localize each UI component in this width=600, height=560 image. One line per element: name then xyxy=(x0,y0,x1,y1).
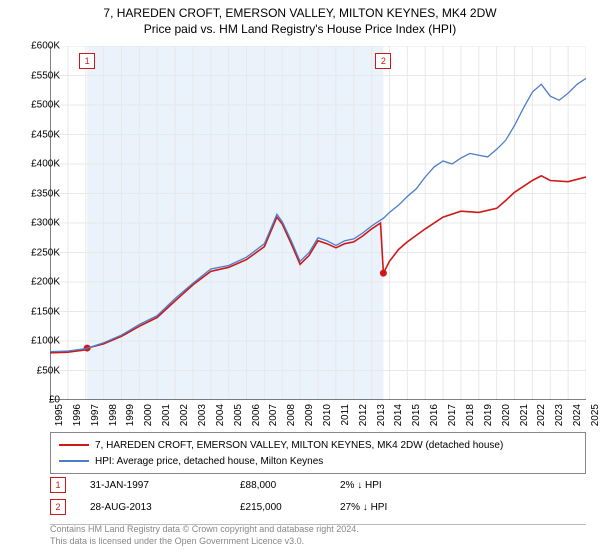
sale-date-1: 31-JAN-1997 xyxy=(90,480,240,491)
sales-block: 1 31-JAN-1997 £88,000 2% ↓ HPI 2 28-AUG-… xyxy=(50,474,586,525)
y-tick-label: £350K xyxy=(31,188,60,199)
x-tick-label: 2015 xyxy=(411,404,422,426)
x-tick-label: 2004 xyxy=(215,404,226,426)
x-tick-label: 2001 xyxy=(161,404,172,426)
sale-marker-2: 2 xyxy=(50,499,66,515)
x-tick-label: 2009 xyxy=(304,404,315,426)
footer: Contains HM Land Registry data © Crown c… xyxy=(50,524,359,547)
legend-box: 7, HAREDEN CROFT, EMERSON VALLEY, MILTON… xyxy=(50,432,586,474)
sale-row-2: 2 28-AUG-2013 £215,000 27% ↓ HPI xyxy=(50,496,586,518)
legend-swatch-property xyxy=(59,444,89,446)
y-tick-label: £300K xyxy=(31,218,60,229)
x-tick-label: 2012 xyxy=(358,404,369,426)
sale-marker-2-num: 2 xyxy=(55,502,60,512)
x-tick-label: 1995 xyxy=(54,404,65,426)
x-tick-label: 1997 xyxy=(90,404,101,426)
legend-label-hpi: HPI: Average price, detached house, Milt… xyxy=(95,456,323,467)
x-tick-label: 2013 xyxy=(376,404,387,426)
x-tick-label: 2014 xyxy=(393,404,404,426)
sale-hpi-1: 2% ↓ HPI xyxy=(340,480,460,491)
x-tick-label: 2008 xyxy=(286,404,297,426)
sale-row-1: 1 31-JAN-1997 £88,000 2% ↓ HPI xyxy=(50,474,586,496)
chart-title-sub: Price paid vs. HM Land Registry's House … xyxy=(0,22,600,36)
y-tick-label: £600K xyxy=(31,41,60,52)
x-tick-label: 2021 xyxy=(519,404,530,426)
x-tick-label: 2011 xyxy=(340,404,351,426)
x-tick-label: 2024 xyxy=(572,404,583,426)
x-tick-label: 2005 xyxy=(233,404,244,426)
chart-svg xyxy=(50,46,586,400)
y-tick-label: £400K xyxy=(31,159,60,170)
y-tick-label: £450K xyxy=(31,129,60,140)
x-tick-label: 2020 xyxy=(501,404,512,426)
sale-date-2: 28-AUG-2013 xyxy=(90,502,240,513)
legend-row-property: 7, HAREDEN CROFT, EMERSON VALLEY, MILTON… xyxy=(59,437,577,453)
y-tick-label: £500K xyxy=(31,100,60,111)
y-tick-label: £150K xyxy=(31,306,60,317)
footer-line-2: This data is licensed under the Open Gov… xyxy=(50,536,359,548)
sale-price-2: £215,000 xyxy=(240,502,340,513)
x-tick-label: 2007 xyxy=(268,404,279,426)
sale-marker-1-num: 1 xyxy=(55,480,60,490)
chart-marker: 1 xyxy=(79,53,95,69)
sale-marker-1: 1 xyxy=(50,477,66,493)
y-tick-label: £100K xyxy=(31,336,60,347)
x-tick-label: 1998 xyxy=(108,404,119,426)
x-tick-label: 2003 xyxy=(197,404,208,426)
sale-price-1: £88,000 xyxy=(240,480,340,491)
x-tick-label: 2002 xyxy=(179,404,190,426)
x-tick-label: 2017 xyxy=(447,404,458,426)
legend-swatch-hpi xyxy=(59,460,89,462)
chart-marker: 2 xyxy=(375,53,391,69)
x-tick-label: 2006 xyxy=(251,404,262,426)
y-tick-label: £200K xyxy=(31,277,60,288)
x-tick-label: 1999 xyxy=(125,404,136,426)
y-tick-label: £50K xyxy=(37,365,60,376)
x-tick-label: 2025 xyxy=(590,404,600,426)
chart-title-main: 7, HAREDEN CROFT, EMERSON VALLEY, MILTON… xyxy=(0,6,600,20)
x-tick-label: 2000 xyxy=(143,404,154,426)
legend-label-property: 7, HAREDEN CROFT, EMERSON VALLEY, MILTON… xyxy=(95,440,503,451)
x-tick-label: 2010 xyxy=(322,404,333,426)
x-tick-label: 2023 xyxy=(554,404,565,426)
x-tick-label: 2016 xyxy=(429,404,440,426)
x-tick-label: 2022 xyxy=(536,404,547,426)
legend-row-hpi: HPI: Average price, detached house, Milt… xyxy=(59,453,577,469)
chart-plot-area xyxy=(50,46,586,400)
y-tick-label: £550K xyxy=(31,70,60,81)
x-tick-label: 2019 xyxy=(483,404,494,426)
sale-hpi-2: 27% ↓ HPI xyxy=(340,502,460,513)
x-tick-label: 2018 xyxy=(465,404,476,426)
y-tick-label: £250K xyxy=(31,247,60,258)
footer-line-1: Contains HM Land Registry data © Crown c… xyxy=(50,524,359,536)
x-tick-label: 1996 xyxy=(72,404,83,426)
